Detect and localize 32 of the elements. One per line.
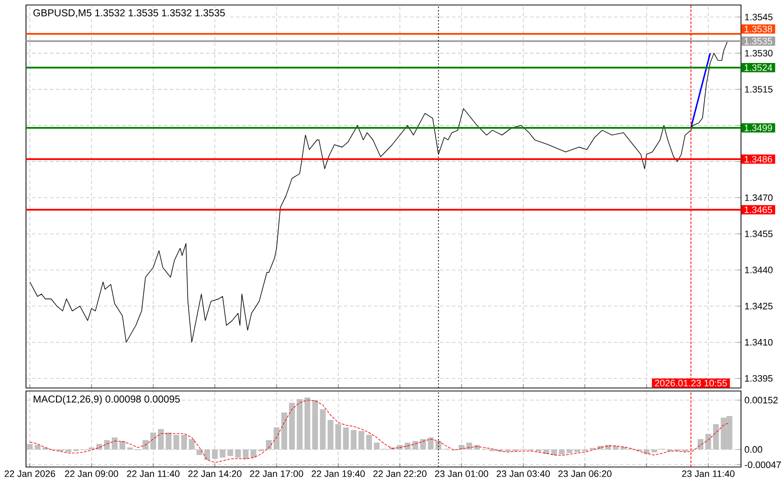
- x-tick-label: 22 Jan 19:40: [312, 470, 365, 477]
- y-tick-label: 0.00: [744, 446, 762, 453]
- y-tick-label: -0.00047: [744, 461, 781, 468]
- y-tick-label: 1.3545: [745, 14, 773, 20]
- ref-line-label: 1.3524: [744, 64, 772, 71]
- ref-line-label: 1.3538: [744, 26, 772, 32]
- y-tick-label: 1.3530: [745, 50, 773, 56]
- x-tick-label: 22 Jan 11:40: [127, 470, 180, 477]
- x-tick-label: 23 Jan 03:40: [496, 470, 550, 477]
- x-tick-label: 23 Jan 01:00: [435, 470, 488, 477]
- y-tick-label: 1.3395: [745, 375, 773, 382]
- ref-line-label: 1.3535: [744, 38, 772, 44]
- y-tick-label: 0.00152: [744, 396, 778, 404]
- y-tick-label: 1.3410: [745, 338, 773, 346]
- x-tick-label: 22 Jan 22:20: [373, 470, 426, 477]
- ref-line-label: 1.3499: [744, 124, 772, 132]
- x-tick-label: 23 Jan 06:20: [558, 470, 612, 477]
- y-tick-label: 1.3455: [745, 230, 773, 238]
- x-tick-label: 22 Jan 17:00: [250, 470, 304, 477]
- x-tick-label: 22 Jan 14:20: [188, 470, 242, 477]
- x-tick-label: 22 Jan 2026: [4, 470, 56, 477]
- x-tick-label: 22 Jan 09:00: [65, 470, 118, 477]
- ref-line-label: 2026.01.23 10:55: [655, 380, 727, 386]
- y-tick-label: 1.3470: [745, 194, 773, 201]
- x-tick-label: 23 Jan 11:40: [682, 470, 735, 477]
- chart-title: MACD(12,26,9) 0.00098 0.00095: [34, 395, 180, 405]
- y-tick-label: 1.3425: [745, 302, 773, 310]
- chart-title: GBPUSD,M5 1.3532 1.3535 1.3532 1.3535: [33, 9, 225, 18]
- ref-line-label: 1.3486: [744, 156, 772, 162]
- y-tick-label: 1.3515: [745, 86, 773, 93]
- y-tick-label: 1.3440: [745, 266, 773, 274]
- ref-line-label: 1.3465: [744, 206, 772, 214]
